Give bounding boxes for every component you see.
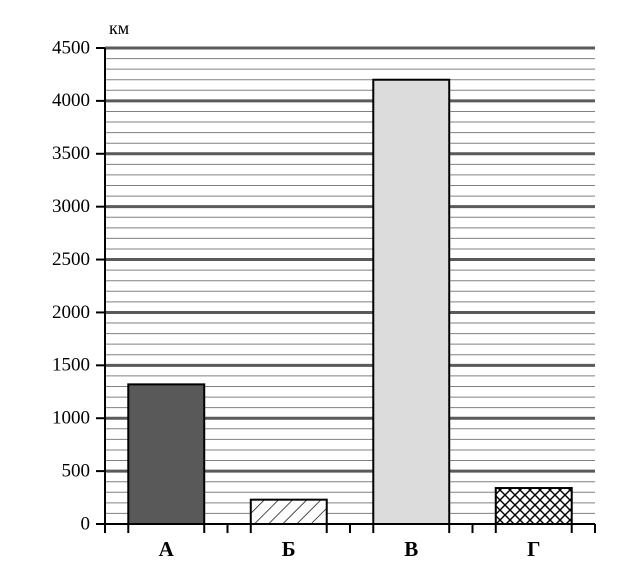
- y-tick-label: 1500: [52, 355, 90, 376]
- y-tick-label: 0: [81, 513, 91, 534]
- bar-В: [373, 80, 449, 524]
- y-tick-label: 3000: [52, 196, 90, 217]
- x-tick-label: Б: [282, 537, 296, 561]
- bar-Г: [496, 488, 572, 524]
- x-tick-label: В: [404, 537, 418, 561]
- bar-chart: 0 500 1000 1500 2000 2500 3000 3500 4000 4500 А Б В Г…: [0, 0, 638, 580]
- y-tick-label: 2000: [52, 302, 90, 323]
- x-tick-label: А: [159, 537, 175, 561]
- y-axis-label: км: [109, 18, 129, 38]
- y-tick-label: 2500: [52, 249, 90, 270]
- x-tick-label: Г: [527, 537, 540, 561]
- bar-А: [128, 384, 204, 524]
- y-tick-label: 3500: [52, 143, 90, 164]
- y-tick-label: 4500: [52, 37, 90, 58]
- bar-Б: [251, 500, 327, 524]
- y-tick-label: 1000: [52, 408, 90, 429]
- y-tick-label: 500: [62, 460, 91, 481]
- y-tick-label: 4000: [52, 90, 90, 111]
- chart-svg: 0 500 1000 1500 2000 2500 3000 3500 4000 4500 А Б В Г…: [0, 0, 638, 580]
